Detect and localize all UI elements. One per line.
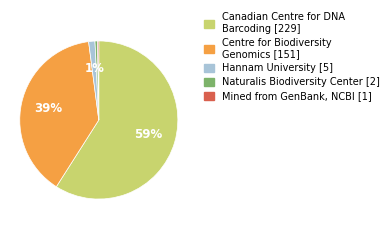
Wedge shape (20, 42, 99, 187)
Wedge shape (95, 41, 99, 120)
Text: 39%: 39% (35, 102, 63, 115)
Wedge shape (98, 41, 99, 120)
Text: 1%: 1% (84, 62, 104, 75)
Legend: Canadian Centre for DNA
Barcoding [229], Centre for Biodiversity
Genomics [151],: Canadian Centre for DNA Barcoding [229],… (203, 10, 380, 103)
Wedge shape (56, 41, 178, 199)
Text: 59%: 59% (134, 128, 162, 141)
Wedge shape (89, 41, 99, 120)
